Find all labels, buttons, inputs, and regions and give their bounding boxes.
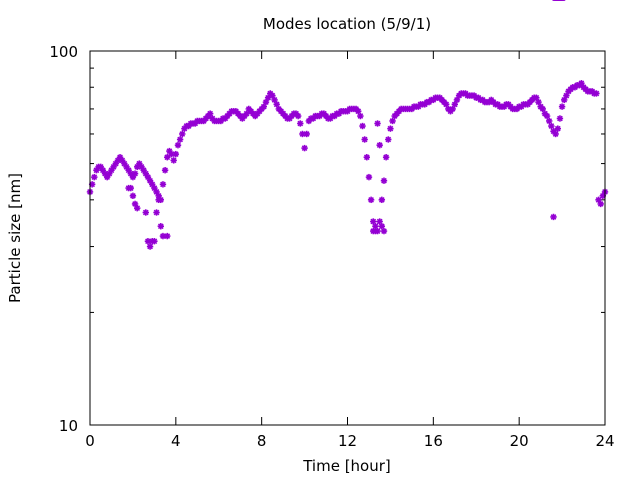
chart-title: Modes location (5/9/1) (263, 15, 431, 33)
data-point (303, 130, 310, 138)
data-point (376, 141, 383, 149)
data-point (372, 223, 379, 230)
data-point (129, 192, 137, 200)
data-point (361, 136, 368, 143)
data-point (243, 110, 250, 117)
data-point (91, 173, 98, 181)
data-point (146, 243, 154, 250)
data-point (385, 136, 392, 143)
data-point (548, 122, 555, 130)
data-point (172, 150, 180, 158)
data-point (363, 154, 371, 161)
data-point (556, 115, 564, 122)
data-point (161, 167, 169, 174)
x-tick-label: 4 (171, 432, 181, 450)
x-tick-label: 20 (510, 432, 529, 450)
data-point (273, 101, 280, 108)
data-point (380, 227, 388, 235)
data-point (365, 173, 373, 181)
data-point (153, 209, 160, 216)
data-point (262, 98, 270, 106)
data-point (367, 196, 375, 204)
data-point (301, 144, 308, 152)
data-point (159, 181, 167, 188)
x-tick-label: 24 (595, 432, 614, 450)
data-point (127, 184, 134, 192)
data-point (387, 125, 394, 132)
data-point (378, 196, 386, 204)
x-tick-label: 12 (338, 432, 357, 450)
data-point (550, 213, 557, 221)
data-point (294, 112, 302, 120)
plot-frame (89, 50, 606, 426)
y-axis-label: Particle size [nm] (6, 173, 24, 303)
data-point (142, 209, 149, 216)
data-point (151, 238, 158, 245)
data-point (597, 200, 604, 208)
data-point (357, 112, 364, 120)
data-points (86, 0, 609, 250)
y-tick-label: 100 (49, 43, 78, 61)
data-point (155, 196, 162, 204)
data-point (543, 112, 551, 120)
data-point (164, 154, 171, 161)
data-point (378, 223, 386, 230)
data-point (170, 157, 177, 164)
data-point (299, 130, 306, 138)
data-point (389, 117, 396, 125)
x-tick-label: 8 (257, 432, 267, 450)
data-point (297, 120, 304, 127)
data-point (443, 101, 450, 108)
data-point (136, 160, 143, 167)
data-point (359, 122, 366, 130)
data-point (355, 108, 362, 115)
x-tick-label: 16 (424, 432, 443, 450)
data-point (382, 154, 390, 161)
y-tick-label: 10 (59, 417, 78, 435)
x-axis-label: Time [hour] (302, 457, 391, 475)
data-point (134, 204, 141, 212)
data-point (558, 103, 566, 110)
data-point (206, 110, 214, 117)
data-point (546, 117, 553, 125)
data-point (374, 120, 381, 127)
data-point (164, 232, 171, 240)
data-point (179, 130, 186, 138)
data-point (593, 90, 600, 97)
data-point (131, 170, 139, 177)
data-point (174, 141, 182, 149)
data-point (554, 125, 561, 132)
data-point (168, 150, 175, 158)
data-point (176, 136, 184, 143)
data-point (552, 130, 559, 138)
data-point (157, 223, 165, 230)
data-point (370, 227, 377, 235)
x-tick-label: 0 (85, 432, 95, 450)
data-point (380, 177, 388, 184)
